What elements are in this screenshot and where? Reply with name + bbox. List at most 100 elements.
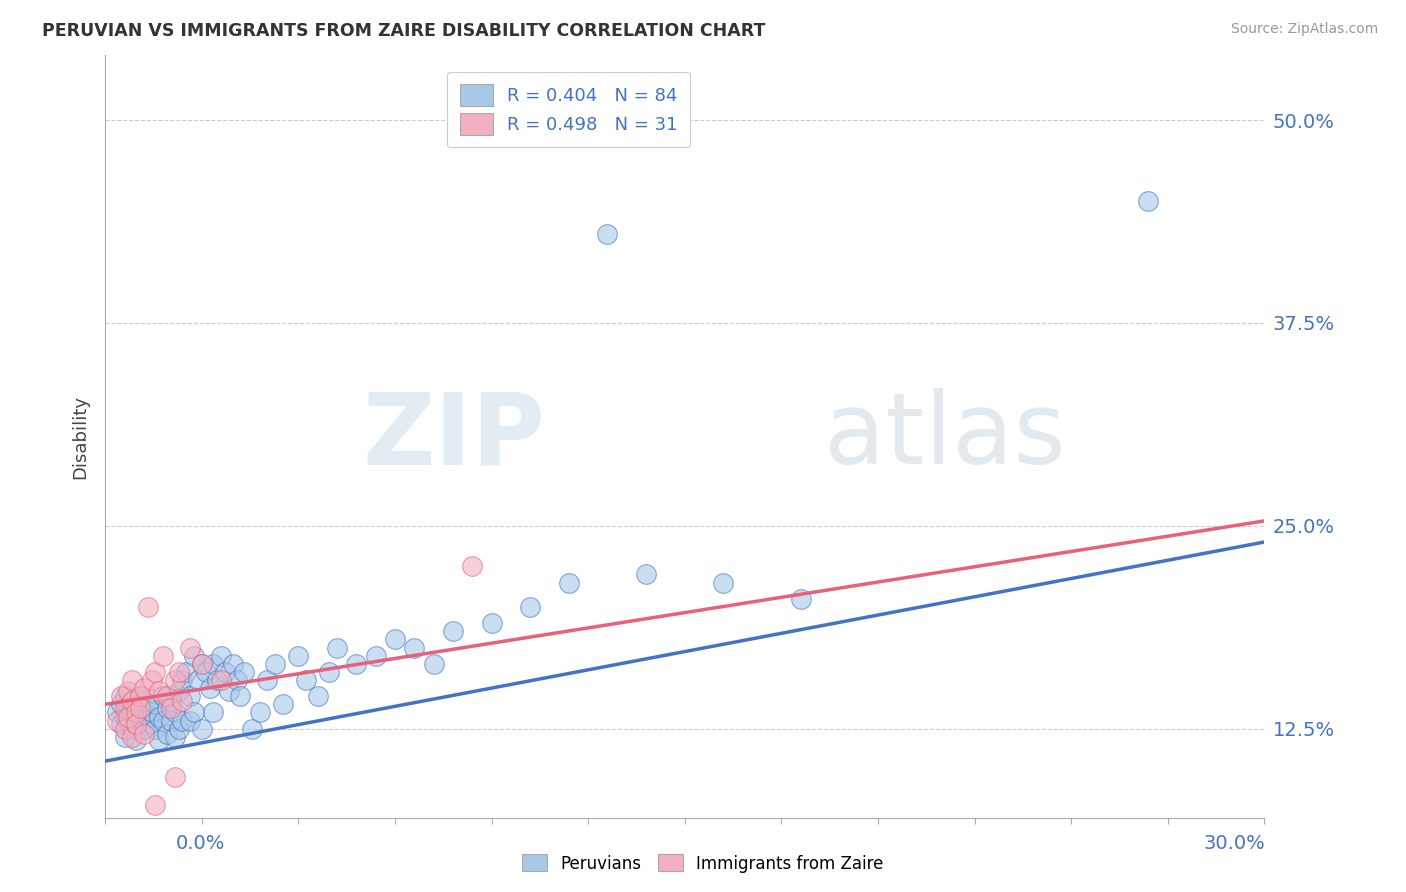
Point [156,726,179,740]
Point [145,722,167,736]
Point [207,673,229,687]
Point [117,714,139,728]
Point [129,700,152,714]
Point [136,698,159,712]
Point [136,710,159,724]
Point [152,648,174,663]
Point [264,657,287,671]
Point [121,673,143,687]
Point [117,710,139,724]
Point [125,706,148,720]
Point [256,673,278,687]
Point [183,706,205,720]
Point [233,665,256,679]
Point [110,698,132,712]
Point [152,714,174,728]
Point [114,722,136,736]
Point [121,730,143,744]
Point [105,706,128,720]
Point [114,689,136,703]
Point [222,657,245,671]
Point [132,694,155,708]
Text: ZIP: ZIP [363,388,546,485]
Point [125,716,148,731]
Point [191,722,214,736]
Point [789,591,811,606]
Point [225,673,247,687]
Point [121,722,143,736]
Point [136,599,159,614]
Point [713,575,735,590]
Point [148,684,170,698]
Point [132,722,155,736]
Point [191,657,214,671]
Text: atlas: atlas [824,388,1066,485]
Point [194,665,217,679]
Point [160,714,183,728]
Point [163,673,186,687]
Point [404,640,426,655]
Point [141,716,163,731]
Point [271,698,294,712]
Point [1137,194,1160,209]
Point [384,632,406,647]
Point [441,624,464,639]
Point [179,689,201,703]
Point [461,559,484,574]
Text: PERUVIAN VS IMMIGRANTS FROM ZAIRE DISABILITY CORRELATION CHART: PERUVIAN VS IMMIGRANTS FROM ZAIRE DISABI… [42,22,765,40]
Point [129,689,152,703]
Point [202,657,225,671]
Point [121,694,143,708]
Point [160,694,183,708]
Point [422,657,444,671]
Point [183,648,205,663]
Point [141,706,163,720]
Point [121,694,143,708]
Point [114,710,136,724]
Y-axis label: Disability: Disability [72,394,89,478]
Point [114,730,136,744]
Point [249,706,271,720]
Point [125,716,148,731]
Point [129,714,152,728]
Point [318,665,340,679]
Point [176,665,198,679]
Text: 0.0%: 0.0% [176,834,225,853]
Point [558,575,581,590]
Point [121,706,143,720]
Point [132,681,155,695]
Point [167,722,190,736]
Point [129,706,152,720]
Point [160,700,183,714]
Point [114,700,136,714]
Point [596,227,619,241]
Point [214,665,236,679]
Point [307,689,329,703]
Point [344,657,367,671]
Point [145,665,167,679]
Point [117,700,139,714]
Point [145,698,167,712]
Point [172,673,194,687]
Text: Source: ZipAtlas.com: Source: ZipAtlas.com [1230,22,1378,37]
Point [132,700,155,714]
Point [145,797,167,812]
Point [110,716,132,731]
Point [295,673,318,687]
Point [287,648,309,663]
Point [156,689,179,703]
Legend: Peruvians, Immigrants from Zaire: Peruvians, Immigrants from Zaire [516,847,890,880]
Point [163,770,186,784]
Point [167,684,190,698]
Point [202,706,225,720]
Point [163,730,186,744]
Point [129,689,152,703]
Point [191,657,214,671]
Point [152,689,174,703]
Point [364,648,387,663]
Point [163,706,186,720]
Point [209,648,232,663]
Point [229,689,252,703]
Point [172,694,194,708]
Legend: R = 0.404   N = 84, R = 0.498   N = 31: R = 0.404 N = 84, R = 0.498 N = 31 [447,71,690,147]
